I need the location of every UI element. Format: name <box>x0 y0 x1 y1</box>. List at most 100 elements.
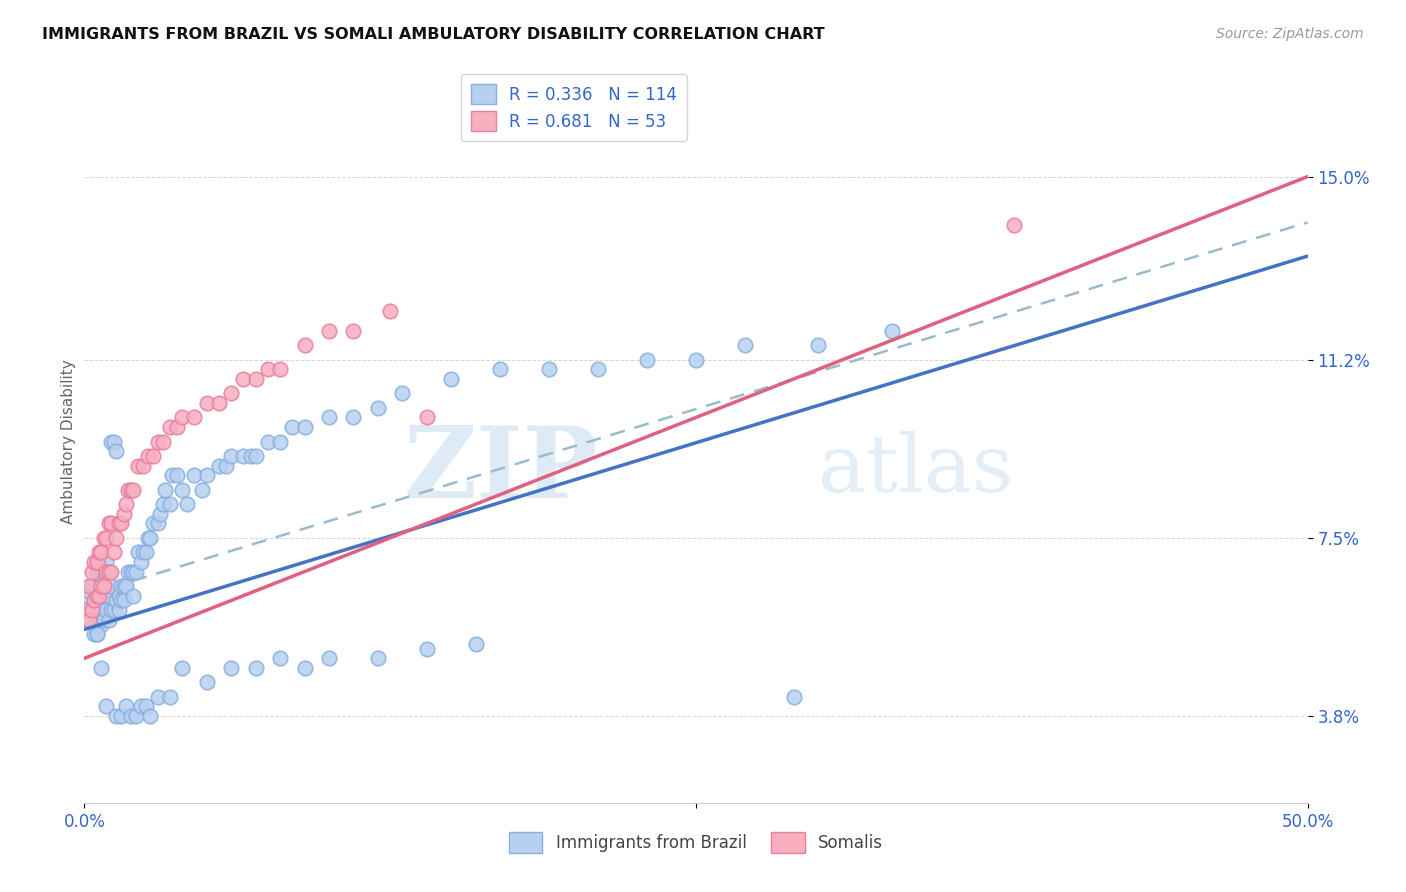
Point <box>107 516 129 531</box>
Point <box>440 372 463 386</box>
Point <box>195 396 218 410</box>
Point <box>110 516 132 531</box>
Point <box>103 545 125 559</box>
Point <box>122 589 145 603</box>
Point <box>97 565 120 579</box>
Point <box>87 589 110 603</box>
Point <box>96 565 118 579</box>
Point <box>191 483 214 497</box>
Point <box>80 603 103 617</box>
Point <box>142 516 165 531</box>
Point <box>783 690 806 704</box>
Point <box>636 352 658 367</box>
Point <box>146 434 169 449</box>
Point <box>76 589 98 603</box>
Point <box>152 434 174 449</box>
Point <box>880 324 903 338</box>
Point <box>97 613 120 627</box>
Point <box>87 613 110 627</box>
Point <box>90 661 112 675</box>
Point <box>146 690 169 704</box>
Point <box>87 589 110 603</box>
Point <box>87 555 110 569</box>
Point <box>318 324 340 338</box>
Point <box>107 603 129 617</box>
Point <box>318 410 340 425</box>
Point <box>269 434 291 449</box>
Point <box>120 565 142 579</box>
Point <box>117 483 139 497</box>
Point <box>146 516 169 531</box>
Point <box>115 579 138 593</box>
Point <box>195 468 218 483</box>
Point <box>112 579 135 593</box>
Point <box>245 372 267 386</box>
Point <box>90 545 112 559</box>
Point <box>136 531 159 545</box>
Point <box>294 338 316 352</box>
Point <box>208 396 231 410</box>
Point <box>83 593 105 607</box>
Point <box>100 603 122 617</box>
Point <box>257 434 280 449</box>
Point <box>245 449 267 463</box>
Point <box>96 699 118 714</box>
Point <box>219 661 242 675</box>
Point <box>416 410 439 425</box>
Point <box>239 449 262 463</box>
Point <box>120 483 142 497</box>
Point <box>120 709 142 723</box>
Point <box>153 483 176 497</box>
Point <box>135 545 157 559</box>
Point <box>100 565 122 579</box>
Point <box>269 651 291 665</box>
Point <box>195 675 218 690</box>
Point <box>136 449 159 463</box>
Point <box>807 338 830 352</box>
Text: ZIP: ZIP <box>404 422 598 519</box>
Point <box>172 410 194 425</box>
Point <box>93 565 115 579</box>
Point <box>380 304 402 318</box>
Point <box>90 593 112 607</box>
Point <box>142 449 165 463</box>
Point <box>152 497 174 511</box>
Point <box>90 579 112 593</box>
Point <box>586 362 609 376</box>
Point <box>86 589 108 603</box>
Point <box>391 386 413 401</box>
Point <box>219 386 242 401</box>
Point <box>342 410 364 425</box>
Point <box>245 661 267 675</box>
Point <box>127 545 149 559</box>
Point <box>367 651 389 665</box>
Point <box>100 516 122 531</box>
Point <box>183 410 205 425</box>
Point <box>294 661 316 675</box>
Point <box>318 651 340 665</box>
Point <box>294 420 316 434</box>
Point <box>129 699 152 714</box>
Point <box>77 613 100 627</box>
Point <box>489 362 512 376</box>
Point <box>159 420 181 434</box>
Point <box>219 449 242 463</box>
Point <box>107 589 129 603</box>
Point <box>112 593 135 607</box>
Point <box>166 468 188 483</box>
Point <box>86 555 108 569</box>
Point <box>93 531 115 545</box>
Point <box>100 434 122 449</box>
Point <box>176 497 198 511</box>
Point <box>149 507 172 521</box>
Point <box>166 420 188 434</box>
Point <box>129 555 152 569</box>
Point <box>83 603 105 617</box>
Point <box>215 458 238 473</box>
Point <box>105 444 128 458</box>
Point <box>734 338 756 352</box>
Point <box>127 458 149 473</box>
Point <box>159 690 181 704</box>
Point <box>135 699 157 714</box>
Point <box>90 545 112 559</box>
